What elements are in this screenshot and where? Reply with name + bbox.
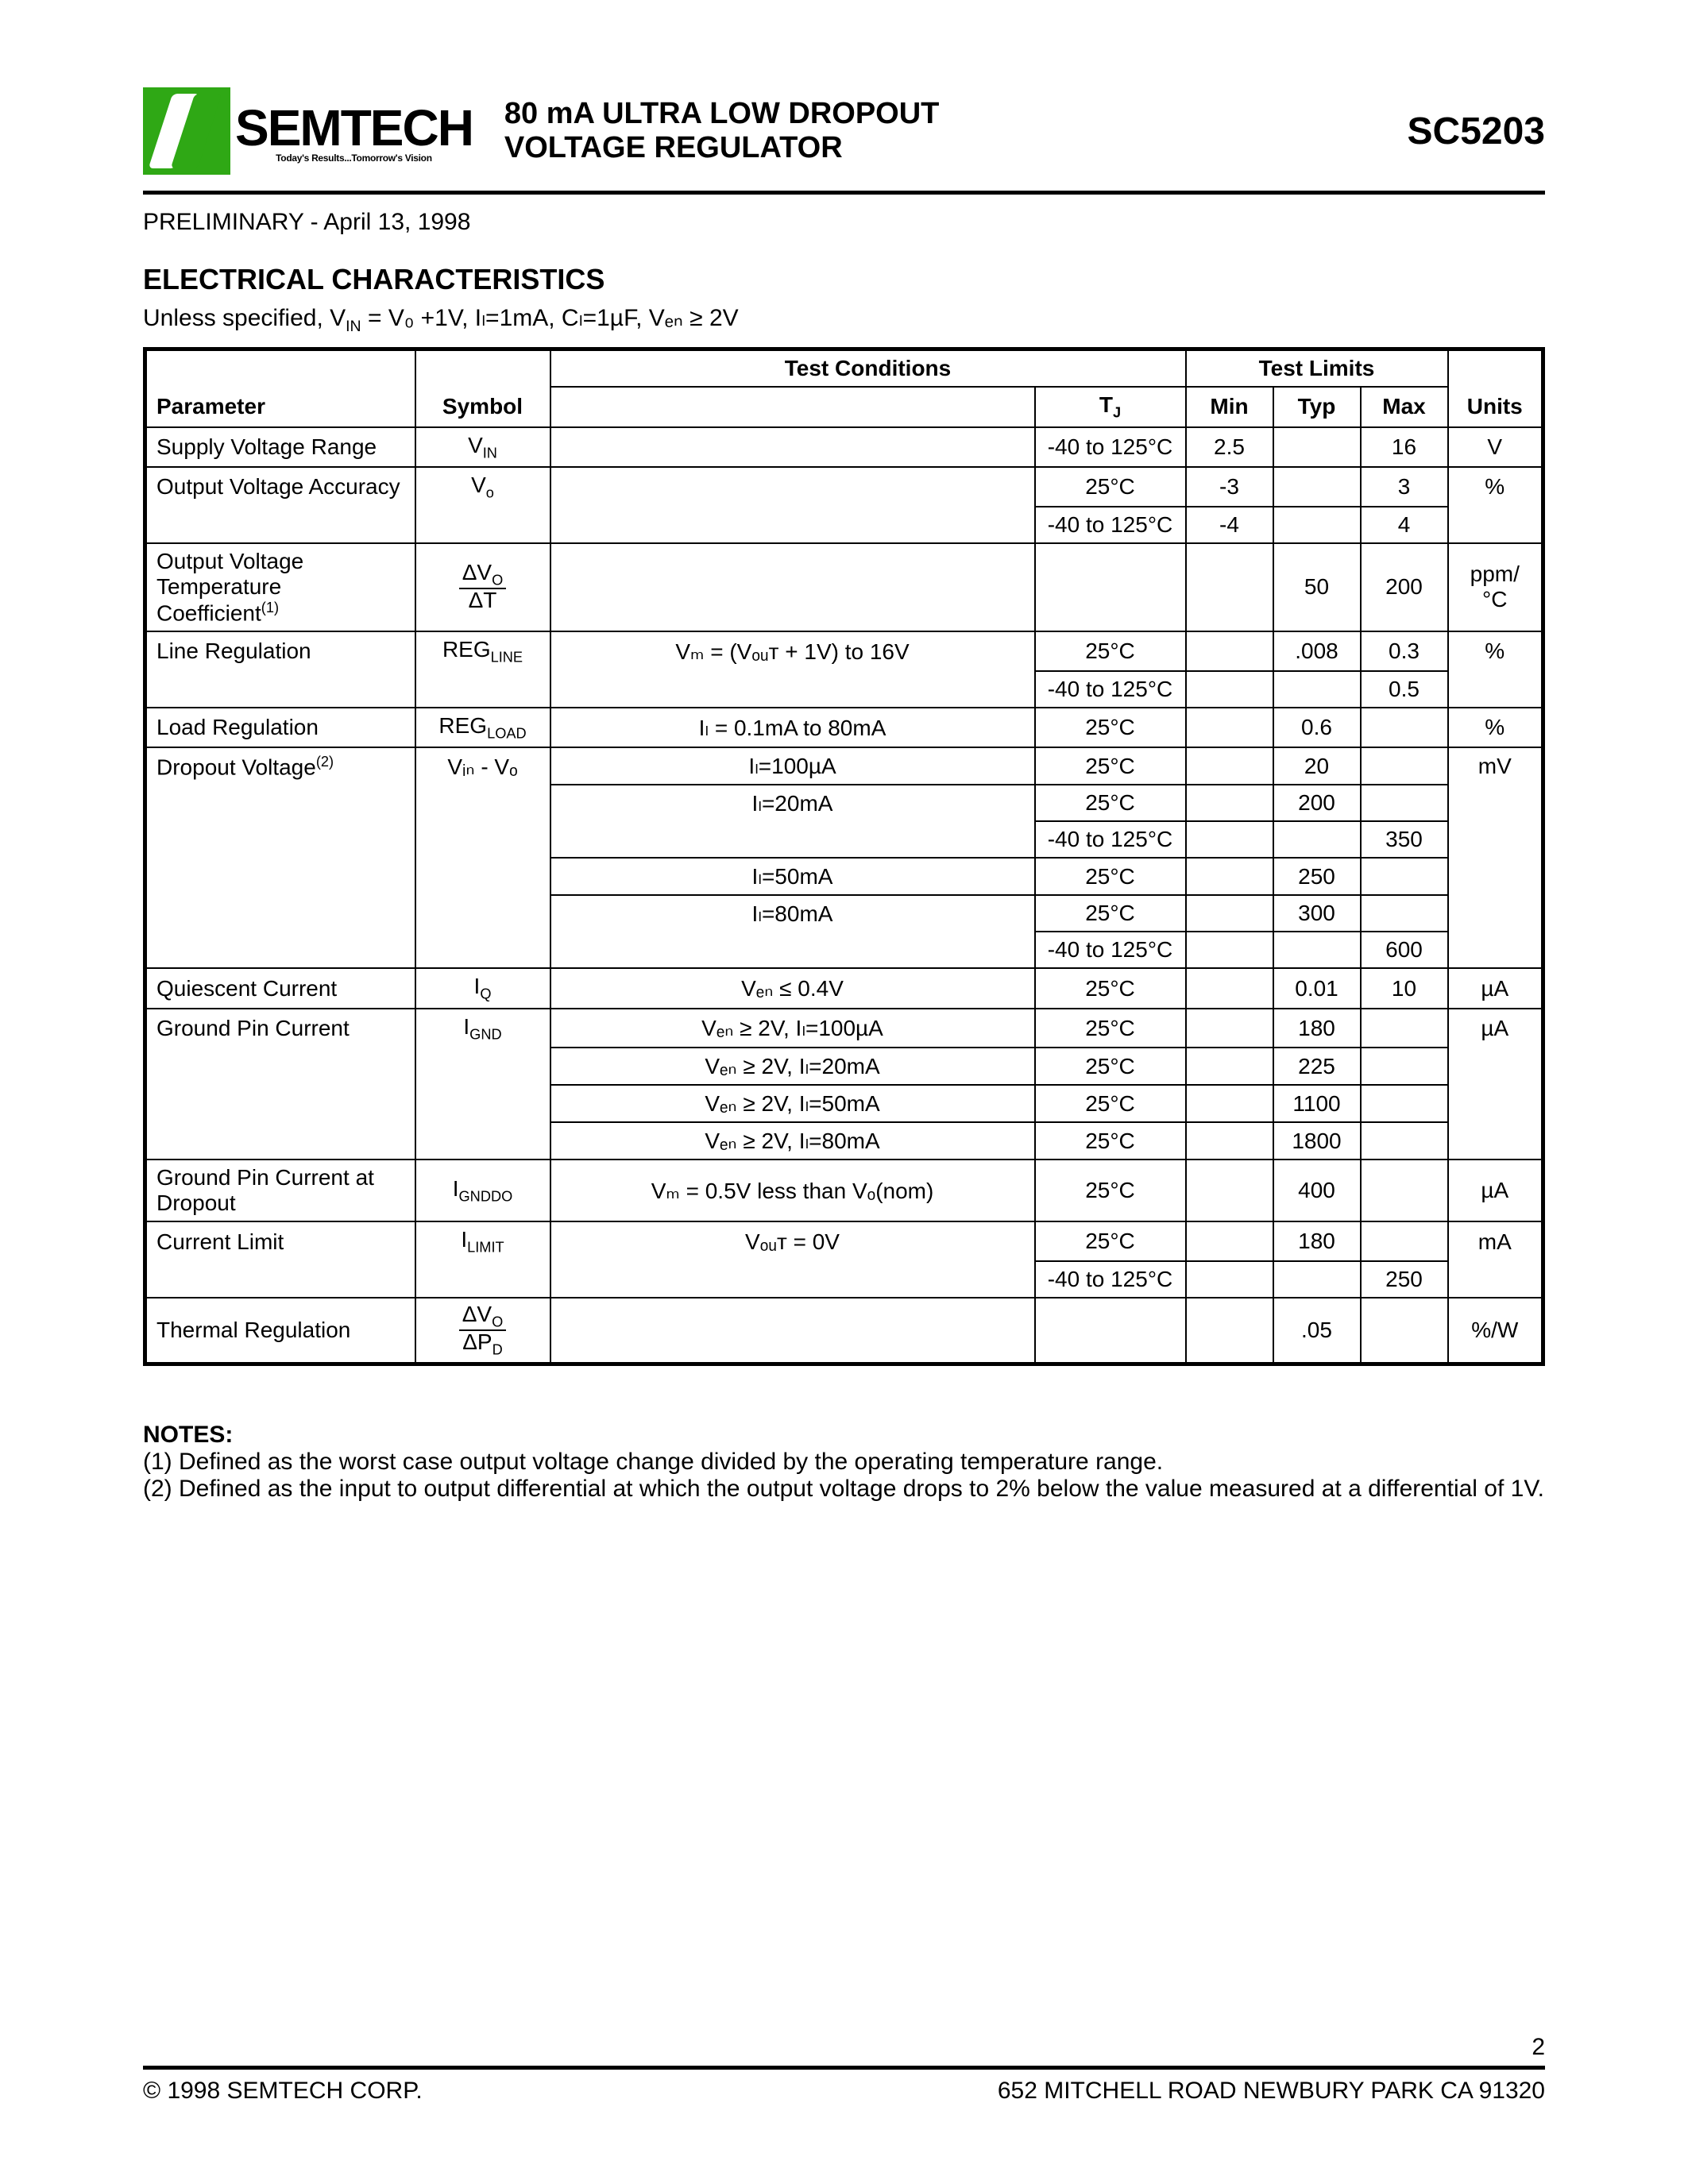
th-tj: TJ (1035, 387, 1186, 427)
th-symbol: Symbol (415, 387, 550, 427)
row-gp4: Vₑₙ ≥ 2V, Iₗ=80mA 25°C 1800 (145, 1122, 1543, 1160)
logo-text-wrap: SEMTECH Today's Results...Tomorrow's Vis… (235, 98, 473, 164)
gpd-param: Ground Pin Current at Dropout (145, 1160, 415, 1221)
qc-sym: IQ (415, 968, 550, 1009)
logo-block: SEMTECH Today's Results...Tomorrow's Vis… (143, 87, 473, 175)
spec-table: Test Conditions Test Limits Parameter Sy… (143, 347, 1545, 1366)
dv-sym: Vᵢₙ - Vₒ (415, 747, 550, 785)
title-line2: VOLTAGE REGULATOR (504, 131, 843, 164)
ova-param: Output Voltage Accuracy (145, 467, 415, 507)
row-dv4: Iₗ=50mA 25°C 250 (145, 858, 1543, 895)
cond-prefix: Unless specified, V (143, 305, 346, 331)
ldr-sym: REGLOAD (415, 708, 550, 748)
page-header: SEMTECH Today's Results...Tomorrow's Vis… (143, 87, 1545, 195)
ova-sym: Vo (415, 467, 550, 507)
company-name: SEMTECH (235, 98, 473, 157)
gpd-sym: IGNDDO (415, 1160, 550, 1221)
footer-address: 652 MITCHELL ROAD NEWBURY PARK CA 91320 (998, 2078, 1545, 2105)
row-lr2: -40 to 125°C 0.5 (145, 671, 1543, 708)
lr-sym: REGLINE (415, 631, 550, 671)
tr-sym: ΔVOΔPD (415, 1298, 550, 1364)
part-number: SC5203 (1408, 110, 1545, 153)
dv-param: Dropout Voltage(2) (145, 747, 415, 785)
row-qc: Quiescent Current IQ Vₑₙ ≤ 0.4V 25°C 0.0… (145, 968, 1543, 1009)
preliminary-label: PRELIMINARY - April 13, 1998 (143, 209, 1545, 236)
notes-block: NOTES: (1) Defined as the worst case out… (143, 1422, 1545, 1503)
th-min: Min (1186, 387, 1273, 427)
row-dv6: -40 to 125°C 600 (145, 932, 1543, 968)
ldr-param: Load Regulation (145, 708, 415, 748)
row-ova2: -40 to 125°C -4 4 (145, 507, 1543, 543)
header-row-1: Test Conditions Test Limits (145, 349, 1543, 388)
datasheet-page: SEMTECH Today's Results...Tomorrow's Vis… (0, 0, 1688, 2184)
row-dv5: Iₗ=80mA 25°C 300 (145, 895, 1543, 932)
th-test-conditions: Test Conditions (550, 349, 1186, 388)
ovt-param: Output Voltage Temperature Coefficient(1… (145, 543, 415, 631)
gp-sym: IGND (415, 1009, 550, 1048)
row-dv1: Dropout Voltage(2) Vᵢₙ - Vₒ Iₗ=100µA 25°… (145, 747, 1543, 785)
cond-rest: = V₀ +1V, Iₗ=1mA, Cₗ=1µF, Vₑₙ ≥ 2V (361, 305, 739, 331)
th-test-limits: Test Limits (1186, 349, 1448, 388)
header-row-2: Parameter Symbol TJ Min Typ Max Units (145, 387, 1543, 427)
row-ova1: Output Voltage Accuracy Vo 25°C -3 3 % (145, 467, 1543, 507)
row-ldr: Load Regulation REGLOAD Iₗ = 0.1mA to 80… (145, 708, 1543, 748)
th-typ: Typ (1273, 387, 1361, 427)
row-ovt: Output Voltage Temperature Coefficient(1… (145, 543, 1543, 631)
note-2: (2) Defined as the input to output diffe… (143, 1476, 1545, 1503)
gp-param: Ground Pin Current (145, 1009, 415, 1048)
row-cl2: -40 to 125°C 250 (145, 1261, 1543, 1298)
th-max: Max (1361, 387, 1448, 427)
tr-param: Thermal Regulation (145, 1298, 415, 1364)
cl-sym: ILIMIT (415, 1221, 550, 1261)
page-footer: 2 © 1998 SEMTECH CORP. 652 MITCHELL ROAD… (143, 2034, 1545, 2105)
th-param: Parameter (145, 387, 415, 427)
qc-param: Quiescent Current (145, 968, 415, 1009)
th-units: Units (1448, 387, 1543, 427)
note-1: (1) Defined as the worst case output vol… (143, 1449, 1545, 1476)
doc-title: 80 mA ULTRA LOW DROPOUT VOLTAGE REGULATO… (473, 97, 1408, 165)
semtech-logo-icon (143, 87, 230, 175)
row-tr: Thermal Regulation ΔVOΔPD .05 %/W (145, 1298, 1543, 1364)
ovt-sym: ΔVOΔT (415, 543, 550, 631)
row-dv3: -40 to 125°C 350 (145, 821, 1543, 858)
cl-param: Current Limit (145, 1221, 415, 1261)
svr-sym: VIN (415, 427, 550, 468)
row-dv2: Iₗ=20mA 25°C 200 (145, 785, 1543, 821)
row-gpd: Ground Pin Current at Dropout IGNDDO Vₘ … (145, 1160, 1543, 1221)
svr-param: Supply Voltage Range (145, 427, 415, 468)
row-gp1: Ground Pin Current IGND Vₑₙ ≥ 2V, Iₗ=100… (145, 1009, 1543, 1048)
row-gp3: Vₑₙ ≥ 2V, Iₗ=50mA 25°C 1100 (145, 1085, 1543, 1122)
page-number: 2 (143, 2034, 1545, 2061)
row-gp2: Vₑₙ ≥ 2V, Iₗ=20mA 25°C 225 (145, 1048, 1543, 1085)
row-lr1: Line Regulation REGLINE Vₘ = (Vₒᵤᴛ + 1V)… (145, 631, 1543, 671)
footer-copyright: © 1998 SEMTECH CORP. (143, 2078, 423, 2105)
row-svr: Supply Voltage Range VIN -40 to 125°C 2.… (145, 427, 1543, 468)
title-line1: 80 mA ULTRA LOW DROPOUT (504, 97, 939, 130)
conditions-line: Unless specified, VIN = V₀ +1V, Iₗ=1mA, … (143, 304, 1545, 336)
lr-param: Line Regulation (145, 631, 415, 671)
notes-heading: NOTES: (143, 1422, 1545, 1449)
row-cl1: Current Limit ILIMIT Vₒᵤᴛ = 0V 25°C 180 … (145, 1221, 1543, 1261)
section-title: ELECTRICAL CHARACTERISTICS (143, 263, 1545, 296)
